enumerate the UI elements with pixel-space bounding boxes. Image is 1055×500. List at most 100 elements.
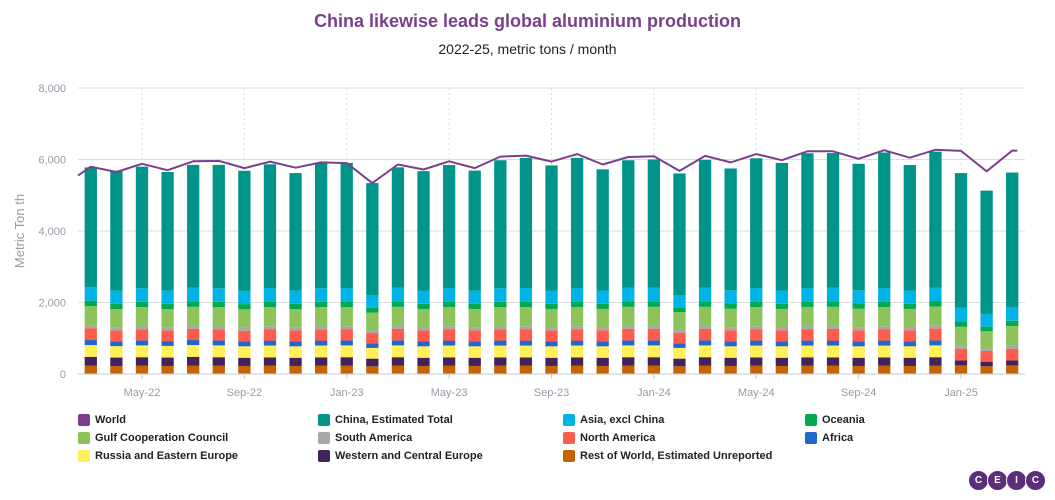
logo-letter: C: [968, 470, 989, 491]
bar-asia: [801, 288, 814, 302]
legend-item-china[interactable]: China, Estimated Total: [318, 412, 453, 428]
bar-western: [954, 360, 968, 366]
bar-north_america: [161, 330, 174, 342]
bar-asia: [417, 290, 430, 304]
bar-rest: [442, 365, 456, 374]
bar-rest: [903, 365, 916, 374]
legend-swatch: [563, 414, 575, 426]
bar-oceania: [698, 301, 712, 307]
chart-subtitle: 2022-25, metric tons / month: [438, 41, 617, 57]
legend-label: South America: [335, 432, 413, 444]
bar-oceania: [954, 321, 968, 327]
bar-gcc: [647, 306, 661, 327]
bar-rest: [263, 365, 277, 374]
bar-north_america: [84, 328, 97, 341]
y-tick-label: 2,000: [38, 298, 66, 310]
bar-gcc: [468, 309, 481, 328]
bar-asia: [980, 313, 993, 327]
bar-western: [750, 357, 763, 366]
bar-china: [622, 160, 635, 288]
bar-asia: [775, 290, 788, 304]
bar-africa: [263, 340, 277, 346]
bar-asia: [340, 288, 353, 302]
bar-russia: [519, 345, 533, 358]
bar-north_america: [442, 329, 456, 341]
legend-item-world[interactable]: World: [78, 412, 126, 428]
bar-oceania: [724, 303, 737, 309]
bar-oceania: [289, 303, 302, 310]
bar-south_america: [340, 326, 353, 330]
bar-gcc: [161, 309, 174, 328]
bar-gcc: [135, 307, 149, 327]
bar-oceania: [852, 303, 865, 309]
bar-africa: [673, 343, 686, 348]
bar-asia: [826, 287, 840, 302]
bar-north_america: [135, 329, 149, 341]
bar-north_america: [468, 330, 481, 342]
bar-china: [801, 153, 814, 289]
bar-south_america: [980, 348, 993, 351]
bar-north_america: [187, 328, 200, 341]
bar-china: [135, 166, 149, 289]
bar-russia: [110, 346, 123, 358]
bar-asia: [135, 288, 149, 302]
chart-title: China likewise leads global aluminium pr…: [313, 11, 742, 31]
bar-asia: [110, 290, 123, 304]
legend-item-western[interactable]: Western and Central Europe: [318, 448, 483, 464]
bar-rest: [212, 365, 225, 374]
legend-item-africa[interactable]: Africa: [805, 430, 853, 446]
legend-item-oceania[interactable]: Oceania: [805, 412, 865, 428]
bar-north_america: [954, 348, 968, 361]
bar-asia: [187, 287, 200, 302]
bar-gcc: [826, 306, 840, 327]
bar-china: [263, 164, 277, 289]
bar-north_america: [519, 329, 533, 341]
bar-russia: [673, 347, 686, 359]
bar-russia: [468, 346, 481, 358]
bar-russia: [161, 345, 174, 358]
bar-africa: [84, 340, 97, 346]
bar-africa: [289, 341, 302, 347]
legend-swatch: [78, 450, 90, 462]
bar-gcc: [494, 307, 507, 327]
bar-north_america: [750, 329, 763, 341]
bar-russia: [852, 346, 865, 358]
bar-north_america: [391, 328, 405, 341]
bar-south_america: [750, 326, 763, 330]
bar-rest: [954, 365, 968, 374]
legend-item-gcc[interactable]: Gulf Cooperation Council: [78, 430, 228, 446]
bar-china: [212, 164, 225, 289]
bar-china: [750, 158, 763, 289]
legend-item-russia[interactable]: Russia and Eastern Europe: [78, 448, 238, 464]
legend-item-asia[interactable]: Asia, excl China: [563, 412, 664, 428]
bar-russia: [570, 345, 584, 358]
bar-oceania: [801, 301, 814, 307]
legend-item-rest[interactable]: Rest of World, Estimated Unreported: [563, 448, 772, 464]
bar-oceania: [519, 301, 533, 307]
bar-rest: [980, 366, 993, 374]
bar-africa: [724, 341, 737, 347]
bar-western: [878, 357, 891, 366]
bar-north_america: [340, 329, 353, 341]
bar-asia: [545, 290, 558, 304]
bar-south_america: [494, 326, 507, 330]
bar-asia: [570, 288, 584, 302]
legend-item-south_america[interactable]: South America: [318, 430, 412, 446]
bar-south_america: [1006, 345, 1019, 349]
bar-china: [903, 165, 916, 291]
bar-africa: [238, 341, 251, 347]
legend-item-north_america[interactable]: North America: [563, 430, 655, 446]
bar-asia: [903, 290, 916, 304]
bar-western: [238, 357, 251, 366]
legend-label: Rest of World, Estimated Unreported: [580, 450, 773, 462]
bar-oceania: [212, 301, 225, 308]
bar-africa: [519, 340, 533, 346]
x-tick-label: Sep-22: [227, 387, 262, 399]
bar-asia: [596, 290, 609, 304]
bar-russia: [545, 346, 558, 358]
bar-oceania: [1006, 320, 1019, 327]
bar-oceania: [596, 303, 609, 309]
bar-south_america: [647, 326, 661, 329]
bar-asia: [673, 294, 686, 308]
legend-swatch: [563, 432, 575, 444]
